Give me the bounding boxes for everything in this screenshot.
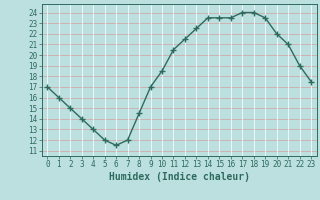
X-axis label: Humidex (Indice chaleur): Humidex (Indice chaleur) [109,172,250,182]
